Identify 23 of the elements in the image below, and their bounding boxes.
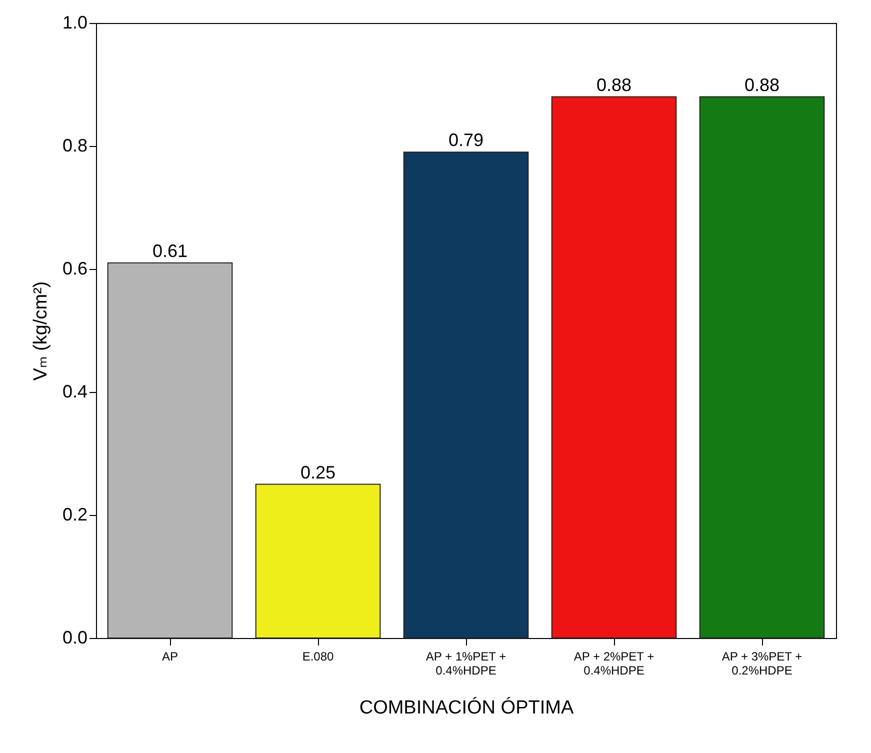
data-label: 0.79 — [448, 130, 484, 150]
bar — [107, 262, 233, 638]
x-tick-label: AP + 1%PET + 0.4%HDPE — [426, 650, 506, 678]
y-tick-label: 0.8 — [62, 136, 88, 156]
bar — [699, 96, 825, 638]
y-tick-label: 0.6 — [62, 258, 88, 278]
y-tick-label: 1.0 — [62, 12, 88, 32]
x-tick-label: E.080 — [302, 650, 334, 664]
bar — [551, 96, 677, 638]
y-tick-label: 0.0 — [62, 628, 88, 648]
data-label: 0.88 — [596, 74, 632, 95]
bar — [255, 484, 381, 638]
x-tick-label: AP — [162, 650, 178, 664]
data-label: 0.61 — [152, 240, 188, 261]
y-axis-title: Vₘ (kg/cm²) — [30, 281, 52, 381]
data-label: 0.25 — [300, 462, 336, 482]
y-tick-label: 0.4 — [62, 382, 88, 402]
y-tick-label: 0.2 — [62, 504, 88, 524]
bar — [403, 152, 529, 638]
x-tick-label: AP + 2%PET + 0.4%HDPE — [574, 650, 654, 678]
x-axis-title: COMBINACIÓN ÓPTIMA — [359, 696, 574, 718]
x-tick-label: AP + 3%PET + 0.2%HDPE — [722, 650, 802, 678]
data-label: 0.88 — [744, 74, 780, 95]
